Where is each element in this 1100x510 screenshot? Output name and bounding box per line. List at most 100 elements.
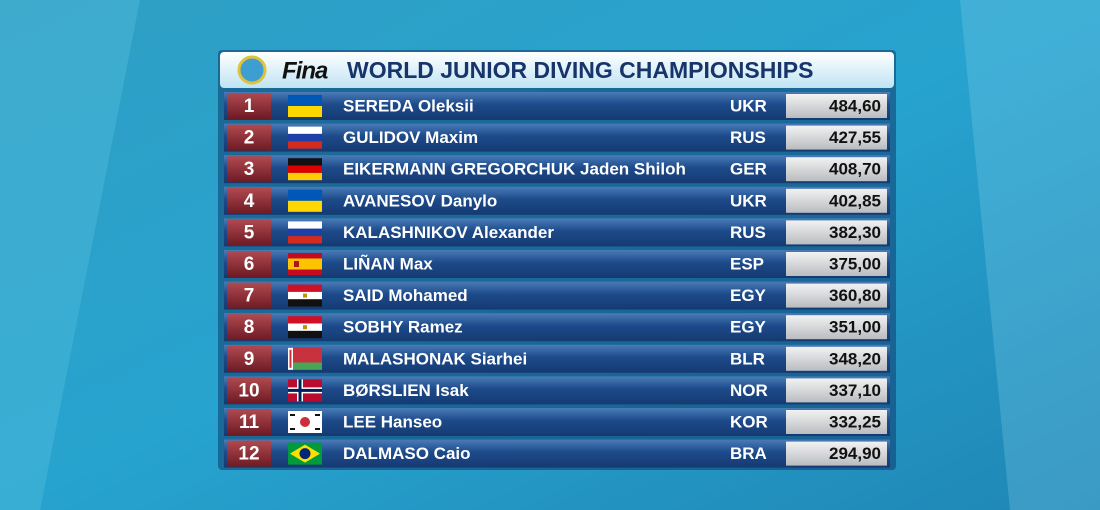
country-code: BRA — [730, 444, 767, 463]
result-row: 11 LEE Hanseo KOR 332,25 — [224, 408, 890, 436]
title: WORLD JUNIOR DIVING CHAMPIONSHIPS — [347, 57, 813, 83]
water-streak — [960, 0, 1100, 510]
flag-part — [288, 228, 322, 237]
flag-part — [288, 133, 322, 142]
results-table: 1 SEREDA Oleksii UKR 484,60 2 GULIDOV Maxim RU… — [224, 92, 890, 468]
flag-part — [288, 106, 322, 117]
result-row: 8 SOBHY Ramez EGY 351,00 — [224, 313, 890, 342]
score-box — [786, 283, 887, 308]
score: 360,80 — [829, 286, 881, 305]
brand: Fina — [282, 57, 328, 84]
flag-part — [303, 325, 307, 330]
flag-part — [288, 189, 322, 201]
flag-part — [288, 388, 322, 392]
score: 294,90 — [829, 444, 881, 463]
country-code: KOR — [730, 412, 768, 431]
country-code: BLR — [730, 349, 765, 368]
flag-part — [288, 126, 322, 134]
rank: 3 — [244, 159, 255, 180]
flag-part — [300, 417, 310, 427]
rank-box — [227, 251, 271, 277]
rank-box — [227, 124, 271, 151]
flag — [288, 316, 322, 339]
score-box — [786, 441, 887, 466]
score-box — [786, 410, 887, 434]
result-row: 12 DALMASO Caio BRA 294,90 — [224, 439, 890, 468]
rank: 6 — [244, 254, 255, 275]
flag — [288, 126, 322, 149]
flag-part — [315, 428, 320, 430]
country-code: NOR — [730, 381, 768, 400]
score-box — [786, 220, 887, 245]
result-row: 5 KALASHNIKOV Alexander RUS 382,30 — [224, 218, 890, 247]
result-row: 4 AVANESOV Danylo UKR 402,85 — [224, 186, 890, 215]
athlete-name: SAID Mohamed — [343, 286, 468, 305]
flag — [288, 347, 322, 370]
flag-part — [294, 261, 299, 267]
flag-part — [290, 414, 295, 416]
score-box — [786, 252, 887, 276]
athlete-name: GULIDOV Maxim — [343, 128, 478, 147]
header-bar — [220, 52, 894, 88]
rank: 9 — [244, 349, 255, 370]
flag — [288, 158, 322, 181]
flag — [288, 411, 322, 433]
row-band — [224, 218, 890, 247]
athlete-name: DALMASO Caio — [343, 444, 471, 463]
rank: 5 — [244, 222, 255, 243]
row-band — [224, 439, 890, 468]
score: 484,60 — [829, 96, 881, 115]
score: 375,00 — [829, 254, 881, 273]
score-box — [786, 378, 887, 403]
score-box — [786, 125, 887, 150]
flag-part — [299, 448, 311, 460]
flag-part — [288, 221, 322, 229]
rank-box — [227, 219, 271, 246]
result-row: 10 BØRSLIEN Isak NOR 337,10 — [224, 376, 890, 405]
country-code: RUS — [730, 223, 766, 242]
flag-part — [288, 200, 322, 212]
flag-part — [288, 95, 322, 106]
flag — [288, 379, 322, 402]
country-code: UKR — [730, 96, 767, 115]
rank: 7 — [244, 286, 255, 307]
row-band — [224, 123, 890, 152]
rank: 8 — [244, 317, 255, 338]
flag — [288, 253, 322, 275]
score-box — [786, 315, 887, 340]
country-code: UKR — [730, 191, 767, 210]
rank: 4 — [244, 191, 255, 212]
rank: 2 — [244, 128, 255, 149]
flag — [288, 442, 322, 465]
flag-part — [288, 299, 322, 307]
score: 402,85 — [829, 191, 881, 210]
flag-part — [288, 284, 322, 292]
athlete-name: MALASHONAK Siarhei — [343, 349, 527, 368]
result-row: 2 GULIDOV Maxim RUS 427,55 — [224, 123, 890, 152]
country-code: ESP — [730, 254, 764, 273]
athlete-name: AVANESOV Danylo — [343, 191, 497, 210]
rank-box — [227, 93, 271, 119]
flag-part — [290, 428, 295, 430]
country-code: GER — [730, 160, 767, 179]
row-band — [224, 155, 890, 184]
flag-part — [289, 349, 292, 368]
result-row: 9 MALASHONAK Siarhei BLR 348,20 — [224, 344, 890, 373]
score-box — [786, 94, 887, 118]
score-box — [786, 157, 887, 182]
flag — [288, 189, 322, 212]
flag-part — [288, 141, 322, 149]
flag — [288, 284, 322, 307]
row-band — [224, 376, 890, 405]
flag-part — [288, 347, 322, 363]
athlete-name: EIKERMANN GREGORCHUK Jaden Shiloh — [343, 160, 686, 179]
flag-part — [288, 158, 322, 166]
logo — [237, 55, 267, 85]
score: 382,30 — [829, 223, 881, 242]
rank-box — [227, 440, 271, 467]
row-band — [224, 92, 890, 120]
rank-box — [227, 187, 271, 214]
rank-box — [227, 156, 271, 183]
flag-part — [288, 330, 322, 339]
